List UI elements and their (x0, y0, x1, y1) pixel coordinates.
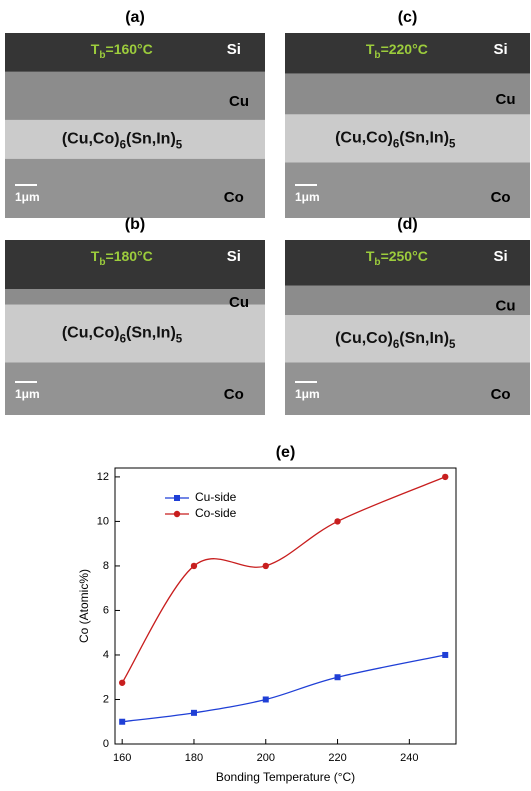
cu-label: Cu (229, 93, 249, 110)
y-tick-label: 0 (103, 738, 109, 750)
text-part: =250°C (381, 248, 428, 264)
scale-label: 1μm (15, 387, 40, 401)
y-tick-label: 8 (103, 560, 109, 572)
plot-frame (115, 468, 456, 744)
scale-label: 1μm (295, 190, 320, 204)
y-tick-label: 6 (103, 604, 109, 616)
panel-label: (b) (125, 216, 145, 233)
text-part: =160°C (106, 41, 153, 57)
panel-label: (c) (398, 9, 418, 26)
marker (191, 563, 197, 569)
y-tick-label: 12 (97, 471, 109, 483)
text-part: 5 (449, 138, 456, 150)
si-label: Si (494, 248, 508, 265)
marker (335, 674, 341, 680)
x-tick-label: 240 (400, 752, 418, 764)
marker (119, 719, 125, 725)
marker (442, 652, 448, 658)
y-tick-label: 2 (103, 693, 109, 705)
co-label: Co (224, 189, 244, 206)
si-label: Si (227, 248, 241, 265)
x-tick-label: 220 (328, 752, 346, 764)
x-tick-label: 180 (185, 752, 203, 764)
marker (191, 710, 197, 716)
y-tick-label: 4 (103, 649, 109, 661)
y-axis-label: Co (Atomic%) (77, 569, 91, 643)
cu-layer (5, 72, 265, 120)
cu-layer (285, 74, 530, 115)
panel-label: (d) (397, 216, 417, 233)
text-part: (Sn,In) (399, 130, 449, 147)
marker (263, 696, 269, 702)
series-line (122, 477, 445, 683)
scale-label: 1μm (295, 387, 320, 401)
text-part: (Cu,Co) (62, 131, 120, 148)
si-label: Si (227, 41, 241, 58)
panel-label: (a) (125, 9, 145, 26)
scale-label: 1μm (15, 190, 40, 204)
x-tick-label: 200 (257, 752, 275, 764)
cu-layer (285, 286, 530, 316)
si-label: Si (494, 41, 508, 58)
legend-marker (174, 495, 180, 501)
cu-label: Cu (229, 294, 249, 311)
marker (334, 518, 340, 524)
cu-label: Cu (496, 91, 516, 108)
marker (119, 680, 125, 686)
text-part: (Cu,Co) (62, 325, 120, 342)
text-part: 5 (449, 339, 456, 351)
chart-title: (e) (276, 444, 296, 461)
co-label: Co (491, 189, 511, 206)
text-part: =220°C (381, 41, 428, 57)
x-tick-label: 160 (113, 752, 131, 764)
series-line (122, 655, 445, 722)
text-part: (Sn,In) (126, 325, 176, 342)
marker (263, 563, 269, 569)
cu-label: Cu (496, 297, 516, 314)
text-part: (Sn,In) (399, 330, 449, 347)
x-axis-label: Bonding Temperature (°C) (216, 770, 355, 784)
y-tick-label: 10 (97, 515, 109, 527)
text-part: (Sn,In) (126, 131, 176, 148)
text-part: =180°C (106, 248, 153, 264)
co-label: Co (224, 386, 244, 403)
text-part: 5 (176, 334, 183, 346)
legend-marker (174, 511, 180, 517)
legend-label: Co-side (195, 506, 237, 520)
legend-label: Cu-side (195, 490, 237, 504)
cu-layer (5, 289, 265, 305)
co-label: Co (491, 386, 511, 403)
text-part: (Cu,Co) (335, 130, 393, 147)
marker (442, 474, 448, 480)
text-part: 5 (176, 139, 183, 151)
figure: (a)Tb=160°CSiCu(Cu,Co)6(Sn,In)51μmCo(c)T… (0, 0, 531, 791)
text-part: (Cu,Co) (335, 330, 393, 347)
